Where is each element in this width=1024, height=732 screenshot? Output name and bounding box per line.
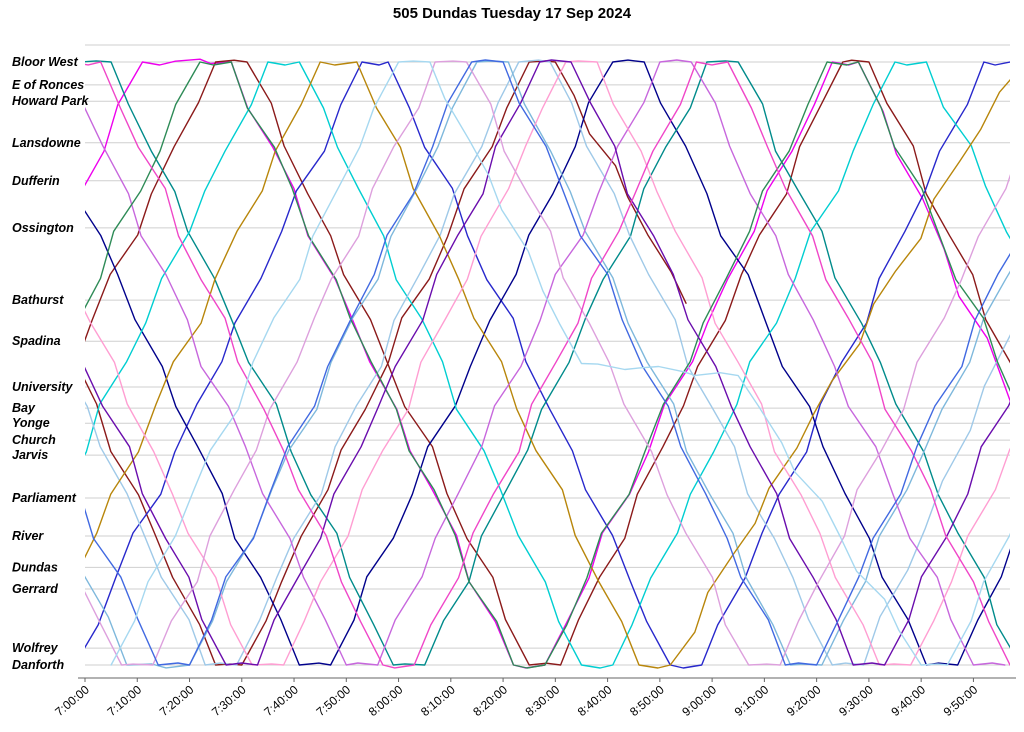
trip-line-run-14 (85, 59, 1010, 666)
station-label-5: Ossington (12, 221, 74, 235)
x-tick-label-13: 9:10:00 (732, 682, 772, 719)
station-label-2: Howard Park (12, 94, 89, 108)
trip-line-run-18 (110, 60, 1010, 666)
x-tick-label-5: 7:50:00 (314, 682, 354, 719)
x-tick-label-1: 7:10:00 (105, 682, 145, 719)
station-label-6: Bathurst (12, 293, 64, 307)
x-tick-label-10: 8:40:00 (575, 682, 615, 719)
trip-line-run-07 (85, 61, 1010, 669)
x-tick-label-8: 8:20:00 (470, 682, 510, 719)
station-label-1: E of Ronces (12, 78, 84, 92)
trip-line-run-05 (85, 59, 1010, 666)
station-label-13: Parliament (12, 491, 77, 505)
station-label-15: Dundas (12, 560, 58, 574)
station-label-4: Dufferin (12, 174, 60, 188)
x-tick-label-7: 8:10:00 (418, 682, 458, 719)
station-label-0: Bloor West (12, 55, 79, 69)
trip-line-run-15 (85, 60, 1010, 666)
gridlines (85, 44, 1010, 666)
trip-line-run-01 (85, 58, 1010, 669)
station-label-14: River (12, 529, 44, 543)
station-label-18: Danforth (12, 658, 64, 672)
trip-line-run-06 (85, 60, 1010, 666)
station-label-11: Church (12, 433, 56, 447)
x-tick-label-17: 9:50:00 (941, 682, 981, 719)
trip-line-run-11 (85, 59, 1006, 666)
x-tick-label-2: 7:20:00 (157, 682, 197, 719)
x-tick-label-14: 9:20:00 (784, 682, 824, 719)
trip-line-run-09 (85, 60, 1010, 669)
trip-line-run-12 (85, 60, 1010, 666)
x-tick-label-6: 8:00:00 (366, 682, 406, 719)
station-label-17: Wolfrey (12, 641, 59, 655)
x-tick-label-11: 8:50:00 (627, 682, 667, 719)
chart-title: 505 Dundas Tuesday 17 Sep 2024 (392, 5, 632, 22)
x-tick-label-15: 9:30:00 (836, 682, 876, 719)
x-tick-label-4: 7:40:00 (261, 682, 301, 719)
station-label-3: Lansdowne (12, 136, 81, 150)
trip-line-run-10 (85, 61, 1010, 669)
station-label-7: Spadina (12, 334, 61, 348)
trip-line-run-02 (85, 59, 1010, 666)
station-label-10: Yonge (12, 416, 50, 430)
trip-line-run-08 (85, 59, 1010, 666)
x-tick-label-9: 8:30:00 (523, 682, 563, 719)
trip-line-run-17 (85, 59, 1010, 666)
x-tick-label-12: 9:00:00 (679, 682, 719, 719)
axes (78, 677, 1016, 682)
x-tick-label-16: 9:40:00 (888, 682, 928, 719)
station-label-8: University (12, 380, 73, 394)
trip-lines (85, 58, 1010, 669)
station-label-16: Gerrard (12, 582, 58, 596)
x-tick-label-3: 7:30:00 (209, 682, 249, 719)
trip-line-run-16 (85, 61, 1010, 669)
trip-line-run-13 (85, 61, 1010, 669)
station-label-9: Bay (12, 401, 36, 415)
x-tick-label-0: 7:00:00 (52, 682, 92, 719)
station-label-12: Jarvis (12, 448, 48, 462)
